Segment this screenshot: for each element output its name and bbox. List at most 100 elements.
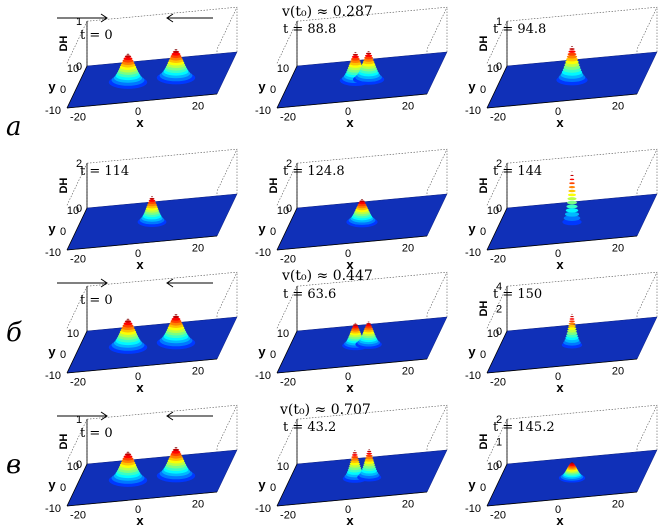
y-axis-label: y: [468, 221, 476, 236]
x-tick-label: -20: [70, 510, 86, 522]
y-tick-label: 0: [60, 482, 66, 494]
y-tick-label: 10: [277, 63, 289, 75]
x-tick-label: 0: [135, 106, 141, 118]
y-tick-label: 10: [487, 63, 499, 75]
z-tick-label: 1: [496, 437, 502, 449]
x-tick-label: -20: [280, 377, 296, 389]
y-tick-label: 0: [480, 482, 486, 494]
x-tick-label: -20: [490, 377, 506, 389]
y-tick-label: 0: [60, 84, 66, 96]
x-tick-label: -20: [280, 510, 296, 522]
soliton-peak: [556, 45, 588, 86]
surface-plot-panel: -20 0 20 10 0 -10 x y 2 0 DH t = 114: [45, 142, 255, 272]
z-axis-label: DH: [58, 434, 70, 450]
x-tick-label: 20: [402, 365, 414, 377]
y-tick-label: -10: [255, 370, 271, 382]
x-tick-label: -20: [70, 254, 86, 266]
soliton-peak: [108, 318, 148, 354]
y-axis-label: y: [258, 221, 266, 236]
y-tick-label: 0: [270, 84, 276, 96]
time-label: t = 94.8: [493, 22, 547, 37]
surface-plot-panel: -20 0 20 10 0 -10 x y 1 0 DH t = 0: [45, 0, 255, 130]
z-tick-label: 0: [76, 203, 82, 215]
x-tick-label: 0: [345, 504, 351, 516]
y-tick-label: 10: [277, 328, 289, 340]
y-tick-label: 10: [487, 461, 499, 473]
x-axis-label: x: [346, 513, 354, 528]
x-tick-label: 20: [192, 365, 204, 377]
y-tick-label: -10: [465, 370, 481, 382]
y-axis-label: y: [258, 79, 266, 94]
time-label: t = 114: [80, 164, 130, 179]
x-axis-label: x: [136, 380, 144, 395]
surface-base: [66, 316, 238, 374]
time-label: t = 0: [80, 293, 113, 308]
z-tick-label: 2: [76, 158, 82, 170]
soliton-peak: [108, 451, 148, 487]
y-tick-label: 0: [270, 482, 276, 494]
surface-base: [66, 449, 238, 507]
z-tick-label: 0: [496, 203, 502, 215]
x-tick-label: 20: [612, 242, 624, 254]
x-tick-label: 0: [555, 371, 561, 383]
right-arrow-icon: [57, 278, 108, 288]
surface-plot-panel: -20 0 20 10 0 -10 x y t = 43.2: [255, 398, 465, 528]
y-tick-label: -10: [465, 105, 481, 117]
soliton-peak: [156, 49, 196, 85]
surface-plot-panel: -20 0 20 10 0 -10 x y 4 2 0 DH t = 150: [465, 265, 658, 395]
right-arrow-icon: [57, 411, 108, 421]
time-label: t = 124.8: [283, 164, 345, 179]
group-label-b: б: [6, 318, 22, 348]
right-arrow-icon: [57, 13, 108, 23]
z-tick-label: 2: [286, 158, 292, 170]
x-axis-label: x: [136, 513, 144, 528]
z-tick-label: 2: [496, 304, 502, 316]
x-axis-label: x: [136, 115, 144, 130]
z-axis-label: DH: [478, 178, 490, 194]
x-tick-label: 0: [135, 504, 141, 516]
x-axis-label: x: [346, 257, 354, 272]
x-tick-label: 20: [402, 100, 414, 112]
soliton-peak: [156, 314, 196, 350]
y-axis-label: y: [468, 344, 476, 359]
y-tick-label: 10: [67, 205, 79, 217]
y-tick-label: -10: [45, 105, 61, 117]
group-label-a: а: [6, 112, 22, 142]
x-axis-label: x: [346, 380, 354, 395]
time-label: t = 150: [493, 287, 543, 302]
x-tick-label: -20: [70, 112, 86, 124]
surface-plot-panel: -20 0 20 10 0 -10 x y 2 1 0 DH t = 145.2: [465, 398, 658, 528]
x-tick-label: 20: [612, 365, 624, 377]
time-label: t = 63.6: [283, 287, 337, 302]
time-label: t = 145.2: [493, 420, 555, 435]
z-tick-label: 0: [76, 61, 82, 73]
z-axis-label: DH: [268, 178, 280, 194]
y-tick-label: 0: [60, 349, 66, 361]
z-axis-label: DH: [58, 36, 70, 52]
x-axis-label: x: [556, 257, 564, 272]
z-tick-label: 4: [496, 281, 502, 293]
y-tick-label: 0: [270, 226, 276, 238]
y-tick-label: 10: [277, 461, 289, 473]
y-tick-label: -10: [45, 247, 61, 259]
left-arrow-icon: [166, 411, 213, 421]
x-tick-label: -20: [490, 254, 506, 266]
x-tick-label: 20: [192, 100, 204, 112]
y-tick-label: -10: [255, 247, 271, 259]
x-tick-label: 20: [192, 242, 204, 254]
left-arrow-icon: [166, 278, 213, 288]
soliton-peak: [357, 449, 382, 482]
time-label: t = 43.2: [283, 420, 337, 435]
y-axis-label: y: [258, 344, 266, 359]
surface-plot-panel: -20 0 20 10 0 -10 x y 2 0 DH t = 124.8: [255, 142, 465, 272]
x-axis-label: x: [556, 380, 564, 395]
left-arrow-icon: [166, 13, 213, 23]
